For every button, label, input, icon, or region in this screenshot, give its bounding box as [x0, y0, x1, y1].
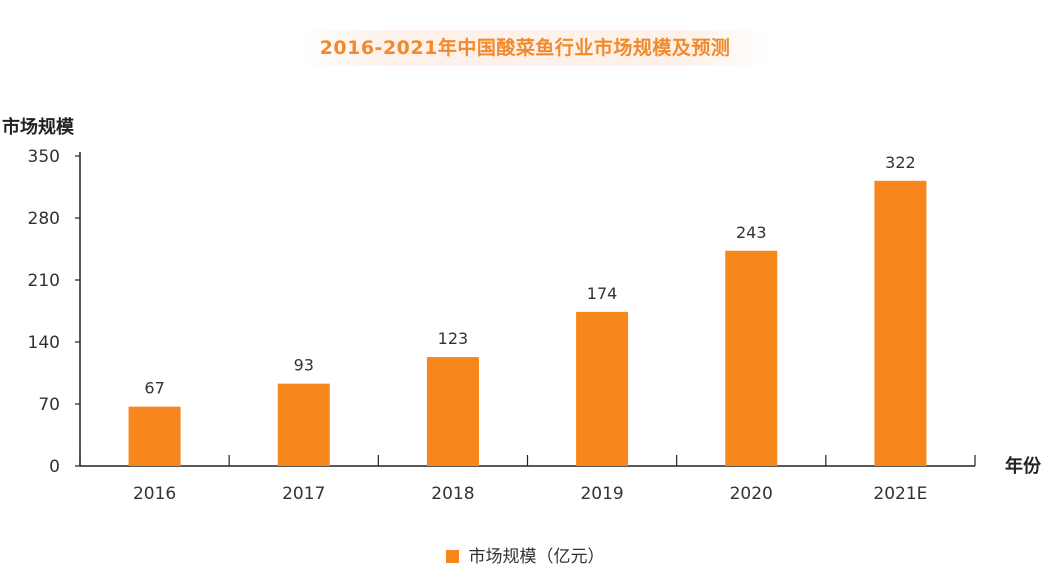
- x-tick-label: 2018: [431, 484, 474, 504]
- x-axis-label: 年份: [1005, 455, 1042, 477]
- axes: 0 70 140 210 280 350 2016 2017 2018 2019 2020 2021E: [28, 147, 976, 504]
- legend-swatch: [445, 550, 459, 563]
- data-label: 322: [885, 153, 916, 172]
- bar: [576, 311, 629, 466]
- bar: [874, 180, 927, 467]
- data-label: 174: [587, 284, 618, 303]
- x-tick-label: 2016: [133, 484, 176, 504]
- x-tick-label: 2021E: [873, 484, 927, 504]
- x-tick-label: 2020: [730, 484, 773, 504]
- legend: 市场规模（亿元）: [0, 542, 1050, 567]
- bars: 67 93 123 174 243 322: [128, 153, 927, 467]
- y-tick-label: 0: [49, 457, 60, 477]
- y-tick-label: 70: [38, 395, 60, 415]
- y-axis-label: 市场规模: [2, 116, 75, 138]
- y-tick-label: 140: [28, 333, 60, 353]
- bar: [277, 383, 330, 466]
- bar: [128, 406, 181, 466]
- data-label: 67: [144, 379, 164, 398]
- x-tick-label: 2017: [282, 484, 325, 504]
- y-tick-label: 210: [28, 271, 60, 291]
- legend-label: 市场规模（亿元）: [468, 547, 605, 567]
- chart-title: 2016-2021年中国酸菜鱼行业市场规模及预测: [319, 37, 731, 59]
- y-tick-label: 280: [28, 209, 60, 229]
- title-highlight: [300, 30, 770, 66]
- x-tick-label: 2019: [580, 484, 623, 504]
- bar: [725, 250, 778, 466]
- bar: [426, 357, 479, 466]
- y-tick-label: 350: [28, 147, 60, 167]
- data-label: 123: [438, 329, 469, 348]
- data-label: 243: [736, 223, 767, 242]
- data-label: 93: [294, 356, 314, 375]
